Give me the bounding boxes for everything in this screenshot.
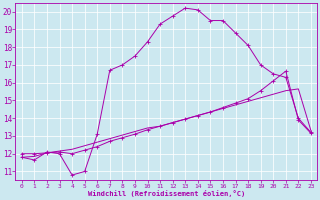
- X-axis label: Windchill (Refroidissement éolien,°C): Windchill (Refroidissement éolien,°C): [88, 190, 245, 197]
